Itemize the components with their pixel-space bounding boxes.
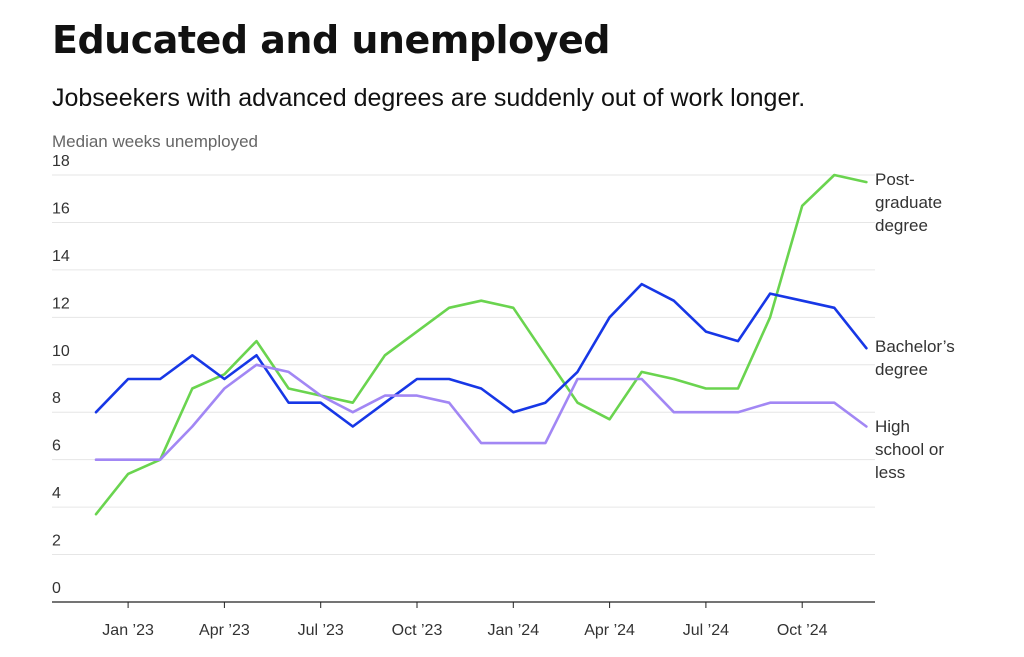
y-axis-label: Median weeks unemployed [52,132,258,151]
series-line-bachelors [94,282,868,428]
x-tick-label: Oct ’24 [777,622,828,639]
y-tick-label: 14 [52,248,70,265]
y-tick-label: 8 [52,390,61,407]
series-label-line: Post- [875,170,915,189]
y-axis-ticks: 0 2 4 6 8 10 12 14 16 18 [52,153,70,597]
y-tick-label: 0 [52,580,61,597]
series-label-line: graduate [875,193,942,212]
y-tick-label: 10 [52,343,70,360]
y-tick-label: 16 [52,200,70,217]
y-tick-label: 12 [52,295,70,312]
x-tick-label: Oct ’23 [392,622,443,639]
x-tick-label: Jul ’24 [683,622,729,639]
x-tick-label: Apr ’23 [199,622,250,639]
x-tick-label: Jan ’24 [488,622,540,639]
series-label-line: degree [875,216,928,235]
y-tick-label: 6 [52,438,61,455]
series-label-line: High [875,417,910,436]
x-tick-label: Apr ’24 [584,622,635,639]
series-line-high-school [94,363,868,462]
series-label-bachelors: Bachelor’s degree [875,337,955,379]
series-label-line: less [875,463,905,482]
series-label-line: school or [875,440,944,459]
x-tick-label: Jan ’23 [102,622,154,639]
gridlines [52,174,875,603]
x-tick-label: Jul ’23 [298,622,344,639]
y-tick-label: 2 [52,533,61,550]
y-tick-label: 4 [52,485,61,502]
series-line-post-graduate [94,173,868,516]
y-tick-label: 18 [52,153,70,170]
x-axis-ticks: Jan ’23 Apr ’23 Jul ’23 Oct ’23 Jan ’24 Apr ’… [102,602,828,639]
series-label-line: degree [875,360,928,379]
series-label-line: Bachelor’s [875,337,955,356]
series-labels: Post-graduate degree Bachelor’s degree High s… [875,170,955,482]
chart-title: Educated and unemployed [52,18,610,62]
series-label-high-school: High school or less [875,417,944,482]
series-lines [94,173,868,516]
chart-subtitle: Jobseekers with advanced degrees are sud… [52,84,806,112]
series-label-post-graduate: Post-graduate degree [875,170,942,235]
